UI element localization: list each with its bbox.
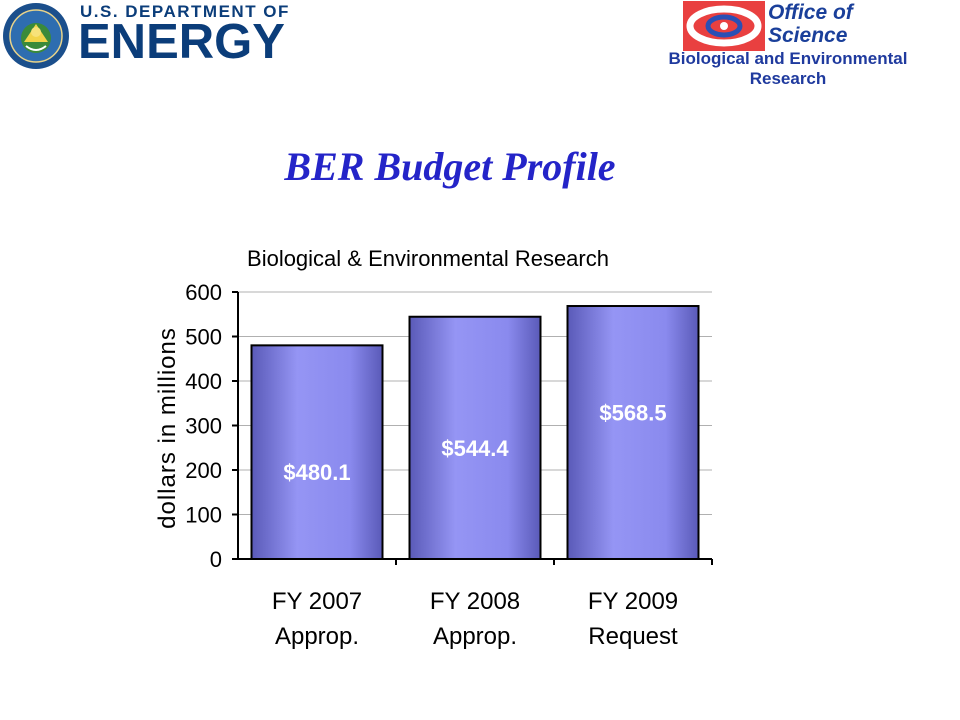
x-tick-label: FY 2009 bbox=[588, 588, 678, 615]
office-of-science-text: Office of Science bbox=[768, 1, 853, 47]
y-tick-label: 300 bbox=[185, 414, 222, 439]
os-line-1: Office of bbox=[768, 1, 853, 24]
bar bbox=[250, 344, 384, 560]
office-of-science-mark-icon bbox=[683, 1, 765, 51]
x-tick-label: Request bbox=[588, 623, 678, 650]
y-tick-label: 200 bbox=[185, 458, 222, 483]
slide-title: BER Budget Profile bbox=[284, 144, 616, 189]
y-tick-label: 400 bbox=[185, 369, 222, 394]
data-label: $568.5 bbox=[599, 401, 666, 426]
chart-title: Biological & Environmental Research bbox=[247, 246, 609, 271]
y-tick-label: 0 bbox=[210, 547, 222, 572]
y-axis-label: dollars in millions bbox=[154, 327, 181, 529]
office-of-science-logo: Office of Science bbox=[682, 0, 882, 54]
axes bbox=[232, 291, 713, 565]
doe-logo: U.S. DEPARTMENT OF ENERGY bbox=[2, 0, 288, 72]
program-subtitle: Biological and Environmental Research bbox=[668, 49, 908, 88]
doe-wordmark: ENERGY bbox=[78, 15, 285, 69]
data-label: $480.1 bbox=[283, 460, 350, 485]
bar bbox=[566, 305, 700, 560]
y-tick-label: 100 bbox=[185, 503, 222, 528]
x-tick-label: Approp. bbox=[433, 623, 517, 650]
labels: 0 100 200 300 400 500 600 $480.1 FY 2007 Approp. $… bbox=[185, 280, 678, 650]
bars bbox=[250, 305, 700, 560]
doe-seal-icon bbox=[3, 3, 69, 69]
y-tick-label: 500 bbox=[185, 325, 222, 350]
x-tick-label: FY 2007 bbox=[272, 588, 362, 615]
y-tick-label: 600 bbox=[185, 280, 222, 305]
x-tick-label: FY 2008 bbox=[430, 588, 520, 615]
data-label: $544.4 bbox=[441, 436, 509, 461]
x-tick-label: Approp. bbox=[275, 623, 359, 650]
doe-wordmark-top: U.S. DEPARTMENT OF bbox=[80, 2, 290, 21]
os-line-2: Science bbox=[768, 24, 848, 47]
bar bbox=[408, 315, 542, 560]
